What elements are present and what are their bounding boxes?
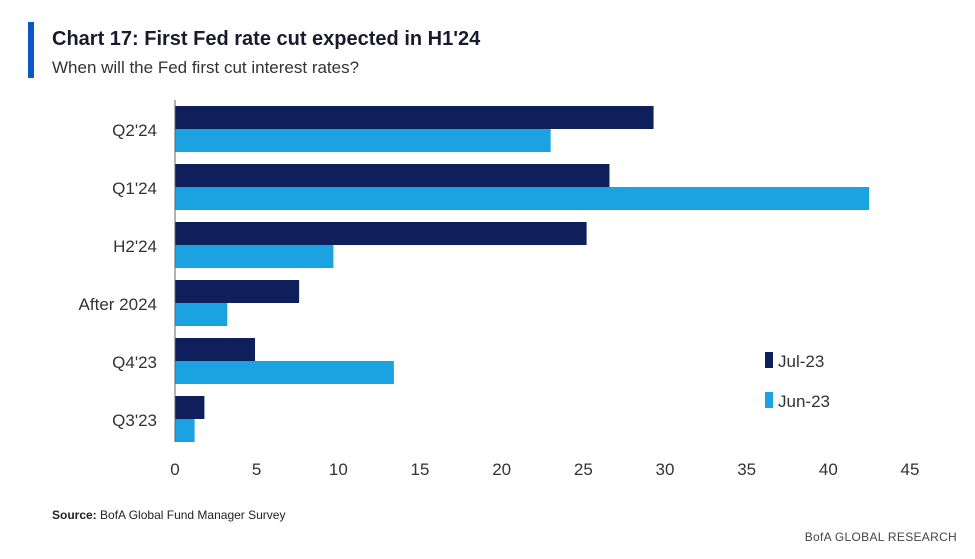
source-text: BofA Global Fund Manager Survey: [100, 508, 286, 522]
x-tick-label: 0: [170, 460, 179, 479]
bar-jun-23-3: [175, 303, 228, 326]
x-tick-label: 35: [737, 460, 756, 479]
bar-jun-23-1: [175, 187, 870, 210]
bar-jul-23-3: [175, 280, 300, 303]
source-label: Source:: [52, 508, 97, 522]
bar-jun-23-2: [175, 245, 334, 268]
chart-subtitle: When will the Fed first cut interest rat…: [52, 58, 360, 77]
category-label: H2'24: [113, 237, 157, 256]
legend-swatch-jun-23: [765, 392, 773, 408]
bar-jul-23-2: [175, 222, 587, 245]
x-tick-label: 20: [492, 460, 511, 479]
category-label: Q4'23: [112, 353, 157, 372]
bar-jul-23-1: [175, 164, 610, 187]
source-note: Source: BofA Global Fund Manager Survey: [52, 508, 285, 522]
legend-label-jun-23: Jun-23: [778, 392, 830, 411]
chart-title: Chart 17: First Fed rate cut expected in…: [52, 28, 481, 50]
category-label: Q2'24: [112, 121, 157, 140]
brand-footer: BofA GLOBAL RESEARCH: [804, 530, 957, 544]
bar-jul-23-0: [175, 106, 654, 129]
x-tick-label: 10: [329, 460, 348, 479]
x-tick-label: 30: [656, 460, 675, 479]
category-label: After 2024: [79, 295, 157, 314]
bar-jun-23-4: [175, 361, 394, 384]
x-tick-label: 5: [252, 460, 261, 479]
category-label: Q3'23: [112, 411, 157, 430]
x-tick-label: 40: [819, 460, 838, 479]
bar-jun-23-0: [175, 129, 551, 152]
x-tick-label: 15: [411, 460, 430, 479]
title-accent-bar: [28, 22, 34, 78]
legend-label-jul-23: Jul-23: [778, 352, 824, 371]
bar-jun-23-5: [175, 419, 195, 442]
bar-jul-23-5: [175, 396, 205, 419]
bar-jul-23-4: [175, 338, 256, 361]
category-label: Q1'24: [112, 179, 157, 198]
legend-swatch-jul-23: [765, 352, 773, 368]
x-tick-label: 45: [901, 460, 920, 479]
x-tick-label: 25: [574, 460, 593, 479]
